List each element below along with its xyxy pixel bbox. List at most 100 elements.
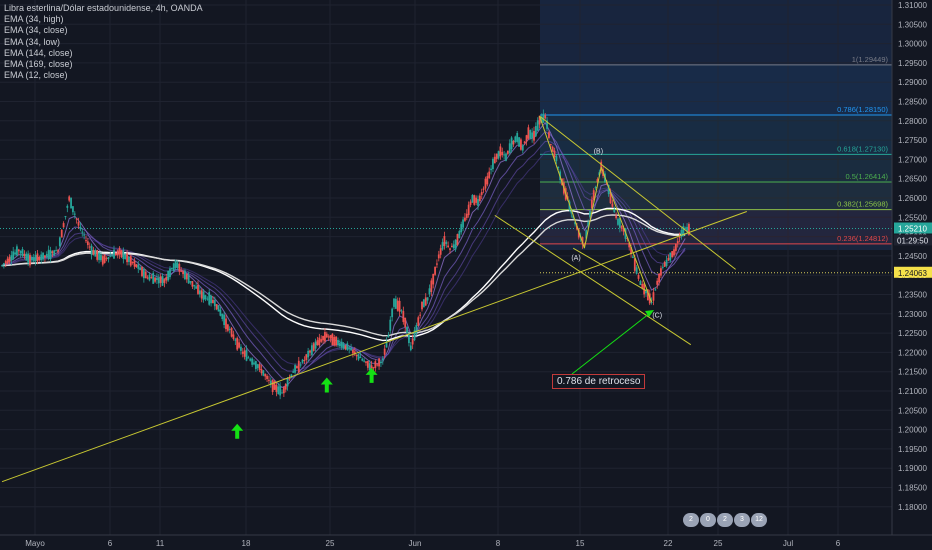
reaction-badge[interactable]: 2 bbox=[683, 513, 699, 527]
candle-body bbox=[551, 146, 554, 152]
candle-body bbox=[215, 304, 218, 310]
candle-body bbox=[385, 341, 388, 348]
candle-body bbox=[36, 253, 39, 262]
candle-body bbox=[53, 250, 56, 256]
candle-body bbox=[639, 280, 642, 285]
candle-body bbox=[6, 258, 9, 264]
x-tick-label: 25 bbox=[326, 539, 335, 548]
candle-body bbox=[144, 271, 147, 279]
candle-body bbox=[174, 260, 177, 268]
candle-body bbox=[501, 151, 504, 155]
candle-body bbox=[521, 145, 524, 151]
fib-level-label: 0.382(1.25698) bbox=[837, 200, 888, 209]
wave-labels: (A) (B) (C) bbox=[571, 149, 662, 320]
candle-body bbox=[256, 364, 259, 368]
candle-body bbox=[421, 301, 423, 310]
candle-body bbox=[243, 350, 246, 357]
candle-body bbox=[241, 351, 244, 354]
fib-band bbox=[540, 182, 892, 210]
candle-body bbox=[230, 328, 233, 337]
candle-body bbox=[27, 253, 30, 264]
candle-body bbox=[353, 351, 356, 355]
candle-body bbox=[658, 273, 660, 283]
reaction-badge[interactable]: 0 bbox=[700, 513, 716, 527]
candle-body bbox=[628, 242, 631, 248]
candle-body bbox=[366, 361, 369, 368]
candle-body bbox=[473, 195, 476, 205]
candle-body bbox=[387, 334, 390, 338]
candle-body bbox=[503, 154, 506, 156]
last-price-tag bbox=[894, 222, 932, 234]
candle-body bbox=[21, 249, 24, 257]
x-tick-label: Jul bbox=[783, 539, 793, 548]
indicator-ema-34-low[interactable]: EMA (34, low) bbox=[4, 36, 61, 47]
candle-body bbox=[643, 283, 646, 295]
candle-body bbox=[352, 349, 354, 354]
wave-line bbox=[539, 116, 585, 249]
candle-body bbox=[316, 340, 319, 346]
candle-body bbox=[383, 348, 386, 355]
candle-body bbox=[529, 130, 532, 139]
candle-body bbox=[376, 364, 379, 366]
x-tick-label: 8 bbox=[496, 539, 501, 548]
y-tick-label: 1.27500 bbox=[898, 136, 927, 145]
candle-body bbox=[337, 340, 339, 346]
indicator-ema-34-close[interactable]: EMA (34, close) bbox=[4, 25, 68, 36]
y-tick-label: 1.23000 bbox=[898, 310, 927, 319]
candle-body bbox=[467, 204, 470, 216]
wave-line bbox=[600, 166, 653, 303]
candle-body bbox=[572, 215, 575, 219]
candle-body bbox=[363, 360, 366, 362]
candle-body bbox=[60, 229, 63, 238]
candle-body bbox=[288, 378, 291, 380]
y-tick-label: 1.22500 bbox=[898, 329, 927, 338]
y-axis: 1.31000 1.30500 1.30000 1.29500 1.29000 1.285… bbox=[898, 1, 927, 512]
price-tags: 1.25210 01:29:50 1.24063 bbox=[894, 222, 932, 278]
indicator-ema-34-high[interactable]: EMA (34, high) bbox=[4, 14, 64, 25]
candle-body bbox=[671, 251, 674, 258]
indicator-ema-12-close[interactable]: EMA (12, close) bbox=[4, 70, 68, 81]
wave-label: (B) bbox=[594, 149, 603, 156]
countdown-tag bbox=[894, 234, 932, 246]
candle-body bbox=[273, 381, 276, 390]
candle-body bbox=[391, 308, 394, 318]
candle-body bbox=[12, 251, 15, 260]
candle-body bbox=[23, 253, 26, 257]
candle-body bbox=[213, 300, 216, 307]
reaction-badge[interactable]: 3 bbox=[734, 513, 750, 527]
candle-body bbox=[92, 250, 95, 255]
candle-body bbox=[62, 223, 65, 228]
candle-body bbox=[443, 236, 446, 247]
fib-band bbox=[540, 115, 892, 155]
candle-body bbox=[445, 241, 448, 245]
candle-body bbox=[310, 345, 313, 355]
candle-body bbox=[374, 361, 377, 369]
candle-body bbox=[40, 254, 43, 261]
y-tick-label: 1.20500 bbox=[898, 406, 927, 415]
candle-body bbox=[191, 281, 194, 287]
candle-body bbox=[163, 279, 166, 283]
countdown-label: 01:29:50 bbox=[897, 236, 929, 245]
reaction-badge[interactable]: 12 bbox=[751, 513, 767, 527]
candle-body bbox=[301, 359, 304, 363]
indicator-ema-169-close[interactable]: EMA (169, close) bbox=[4, 59, 73, 70]
indicator-ema-144-close[interactable]: EMA (144, close) bbox=[4, 47, 73, 58]
candle-body bbox=[238, 342, 240, 348]
fib-level-label: 0.236(1.24812) bbox=[837, 234, 888, 243]
y-tick-label: 1.28500 bbox=[898, 98, 927, 107]
candle-body bbox=[296, 366, 298, 369]
candle-body bbox=[236, 337, 239, 350]
candle-body bbox=[680, 229, 683, 237]
candle-body bbox=[342, 343, 345, 349]
candle-body bbox=[583, 244, 586, 246]
x-tick-label: 6 bbox=[108, 539, 113, 548]
candle-body bbox=[454, 239, 457, 250]
candle-body bbox=[118, 247, 121, 255]
candle-body bbox=[432, 273, 435, 285]
reaction-bar[interactable]: 2 0 2 3 12 bbox=[683, 513, 767, 527]
candle-body bbox=[264, 374, 267, 377]
y-tick-label: 1.31000 bbox=[898, 1, 927, 10]
reaction-badge[interactable]: 2 bbox=[717, 513, 733, 527]
candle-body bbox=[210, 295, 212, 304]
